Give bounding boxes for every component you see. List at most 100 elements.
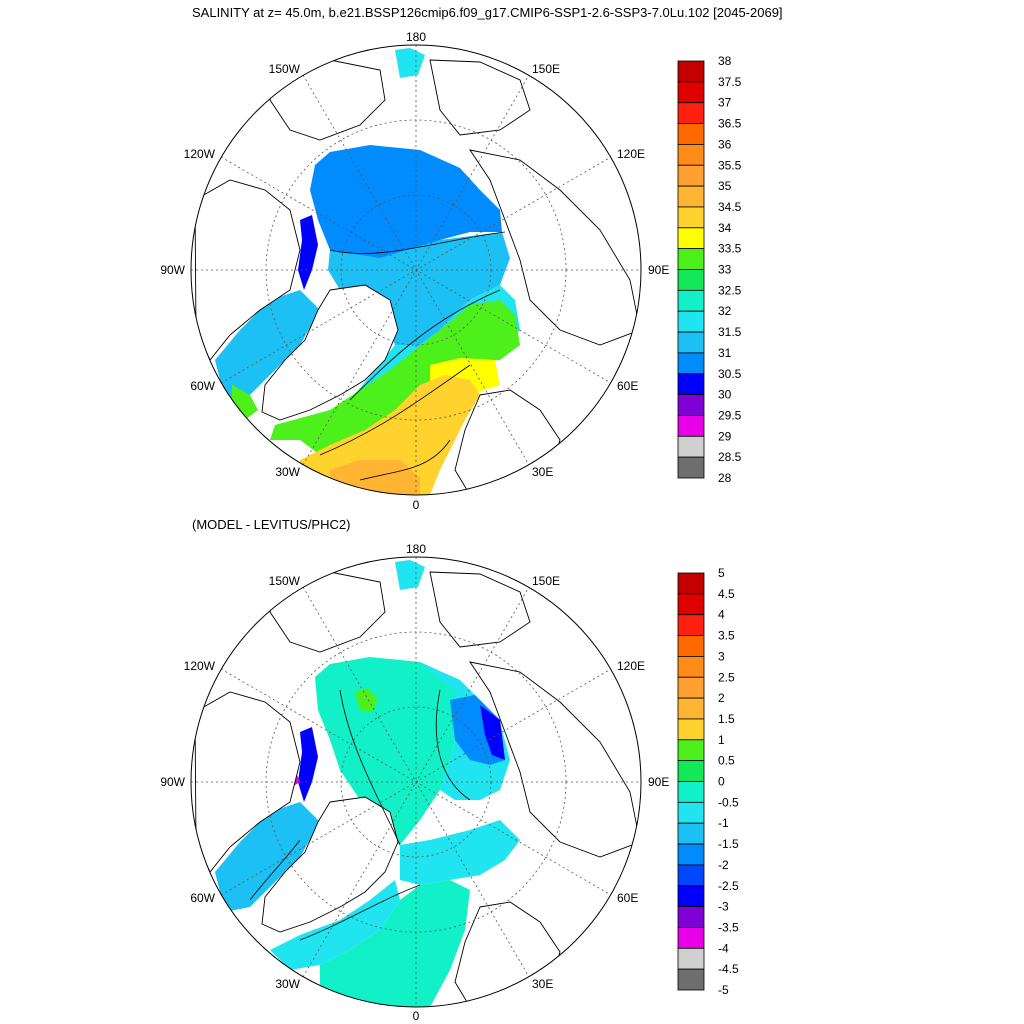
top-colorbar-swatch bbox=[677, 435, 705, 458]
top-colorbar-swatch bbox=[677, 269, 705, 291]
top-colorbar-swatch bbox=[677, 352, 705, 375]
top-colorbar-swatch bbox=[677, 415, 705, 437]
top-lon-labels: 180 0 90E 90W 150W 150E 120W 120E 60W 60… bbox=[160, 30, 669, 512]
top-colorbar-swatch bbox=[677, 123, 705, 145]
top-colorbar-swatch bbox=[677, 164, 705, 187]
bottom-colorbar-tick-label: 1.5 bbox=[718, 712, 735, 726]
top-colorbar-tick-label: 29 bbox=[718, 429, 732, 443]
top-colorbar-swatch bbox=[677, 102, 705, 124]
bottom-graticule bbox=[191, 557, 641, 1007]
top-colorbar-swatch bbox=[677, 143, 705, 166]
bottom-colorbar-tick-label: 0.5 bbox=[718, 754, 735, 768]
top-lon-30e: 30E bbox=[532, 465, 553, 479]
bottom-colorbar-tick-label: 5 bbox=[718, 566, 725, 580]
bottom-colorbar-swatch bbox=[677, 572, 705, 595]
bottom-colorbar-swatch bbox=[677, 947, 705, 970]
top-colorbar-tick-label: 31 bbox=[718, 346, 732, 360]
top-colorbar-tick-label: 38 bbox=[718, 54, 732, 68]
bottom-colorbar-swatch bbox=[677, 718, 705, 741]
top-map-border bbox=[190, 44, 642, 496]
bottom-field-blue-channels bbox=[298, 727, 318, 802]
top-colorbar-tick-label: 34.5 bbox=[718, 200, 742, 214]
top-field-eurasian-basin bbox=[328, 232, 510, 345]
top-colorbar-swatch bbox=[677, 289, 705, 312]
bottom-field-small-green bbox=[355, 688, 378, 712]
top-colorbar-tick-label: 35 bbox=[718, 179, 732, 193]
bottom-contour-2 bbox=[435, 689, 471, 801]
top-colorbar-swatch bbox=[677, 185, 705, 208]
bottom-lon-90e: 90E bbox=[648, 775, 669, 789]
top-land-alaska bbox=[269, 59, 386, 141]
top-contour-3 bbox=[319, 364, 471, 456]
bottom-contour-3 bbox=[299, 884, 421, 941]
top-land-chukotka bbox=[429, 59, 531, 136]
top-field-bering bbox=[395, 48, 425, 78]
bottom-colorbar-swatch bbox=[677, 843, 705, 866]
top-field-central-arctic bbox=[310, 145, 502, 260]
top-colorbar-tick-label: 36.5 bbox=[718, 117, 742, 131]
top-lon-120e: 120E bbox=[617, 147, 645, 161]
bottom-colorbar-swatch bbox=[677, 697, 705, 720]
top-colorbar-tick-label: 33 bbox=[718, 263, 732, 277]
top-colorbar-tick-label: 28 bbox=[718, 471, 732, 485]
top-lon-150w: 150W bbox=[269, 62, 301, 76]
bottom-colorbar: 5 4.5 4 3.5 3 2.5 2 1.5 1 0.5 0 -0.5 -1 -1.5 -2 -2.5 -3 -… bbox=[677, 566, 739, 997]
top-colorbar-tick-label: 30.5 bbox=[718, 367, 742, 381]
top-colorbar-tick-label: 29.5 bbox=[718, 408, 742, 422]
bottom-lon-labels: 180 0 90E 90W 150W 150E 120W 120E 60W 60… bbox=[160, 542, 669, 1023]
bottom-lon-90w: 90W bbox=[160, 775, 185, 789]
bottom-colorbar-swatch bbox=[677, 635, 705, 657]
top-field-baffin bbox=[215, 290, 320, 400]
bottom-contour-1 bbox=[339, 689, 401, 846]
bottom-colorbar-tick-label: 4.5 bbox=[718, 587, 735, 601]
bottom-field-barents-cyan bbox=[400, 820, 520, 885]
bottom-lon-120w: 120W bbox=[184, 659, 216, 673]
top-field-blue-channels bbox=[298, 215, 318, 290]
bottom-field-bering bbox=[395, 560, 425, 590]
top-panel-title: SALINITY at z= 45.0m, b.e21.BSSP126cmip6… bbox=[192, 5, 783, 20]
top-contour-2 bbox=[349, 289, 501, 401]
top-colorbar-tick-label: 37.5 bbox=[718, 75, 742, 89]
top-lon-120w: 120W bbox=[184, 147, 216, 161]
top-colorbar-tick-label: 33.5 bbox=[718, 242, 742, 256]
top-colorbar-swatch bbox=[677, 227, 705, 250]
top-colorbar-swatch bbox=[677, 331, 705, 354]
bottom-colorbar-tick-label: 2.5 bbox=[718, 670, 735, 684]
bottom-lon-30e: 30E bbox=[532, 977, 553, 991]
bottom-colorbar-swatch bbox=[677, 906, 705, 928]
bottom-colorbar-tick-label: 0 bbox=[718, 775, 725, 789]
bottom-colorbar-swatch bbox=[677, 822, 705, 845]
bottom-lon-150e: 150E bbox=[532, 574, 560, 588]
bottom-colorbar-swatch bbox=[677, 614, 705, 636]
bottom-field-arctic-teal bbox=[315, 657, 460, 845]
top-colorbar-swatch bbox=[677, 373, 705, 396]
top-contour-4 bbox=[359, 439, 451, 481]
bottom-colorbar-tick-label: -4 bbox=[718, 941, 729, 955]
bottom-colorbar-swatch bbox=[677, 739, 705, 762]
bottom-colorbar-swatch bbox=[677, 968, 705, 991]
bottom-colorbar-tick-label: -3.5 bbox=[718, 920, 739, 934]
top-lon-30w: 30W bbox=[275, 465, 300, 479]
top-lon-60e: 60E bbox=[617, 379, 638, 393]
top-colorbar-tick-label: 28.5 bbox=[718, 450, 742, 464]
top-lon-90w: 90W bbox=[160, 263, 185, 277]
bottom-colorbar-tick-label: -1.5 bbox=[718, 837, 739, 851]
bottom-map-border bbox=[190, 556, 642, 1008]
top-colorbar-tick-label: 37 bbox=[718, 96, 732, 110]
bottom-lon-0: 0 bbox=[413, 1009, 420, 1023]
bottom-land-siberia bbox=[469, 661, 641, 858]
bottom-lon-60e: 60E bbox=[617, 891, 638, 905]
bottom-colorbar-swatch bbox=[677, 593, 705, 616]
bottom-land-alaska bbox=[269, 571, 386, 653]
top-colorbar-tick-label: 32.5 bbox=[718, 283, 742, 297]
bottom-colorbar-swatch bbox=[677, 864, 705, 887]
bottom-colorbar-tick-label: 3.5 bbox=[718, 629, 735, 643]
bottom-lon-150w: 150W bbox=[269, 574, 301, 588]
bottom-contour-4 bbox=[249, 839, 301, 901]
bottom-lon-180: 180 bbox=[406, 542, 426, 556]
top-lon-90e: 90E bbox=[648, 263, 669, 277]
bottom-lon-120e: 120E bbox=[617, 659, 645, 673]
top-colorbar-swatch bbox=[677, 310, 705, 333]
bottom-colorbar-tick-label: -2.5 bbox=[718, 879, 739, 893]
